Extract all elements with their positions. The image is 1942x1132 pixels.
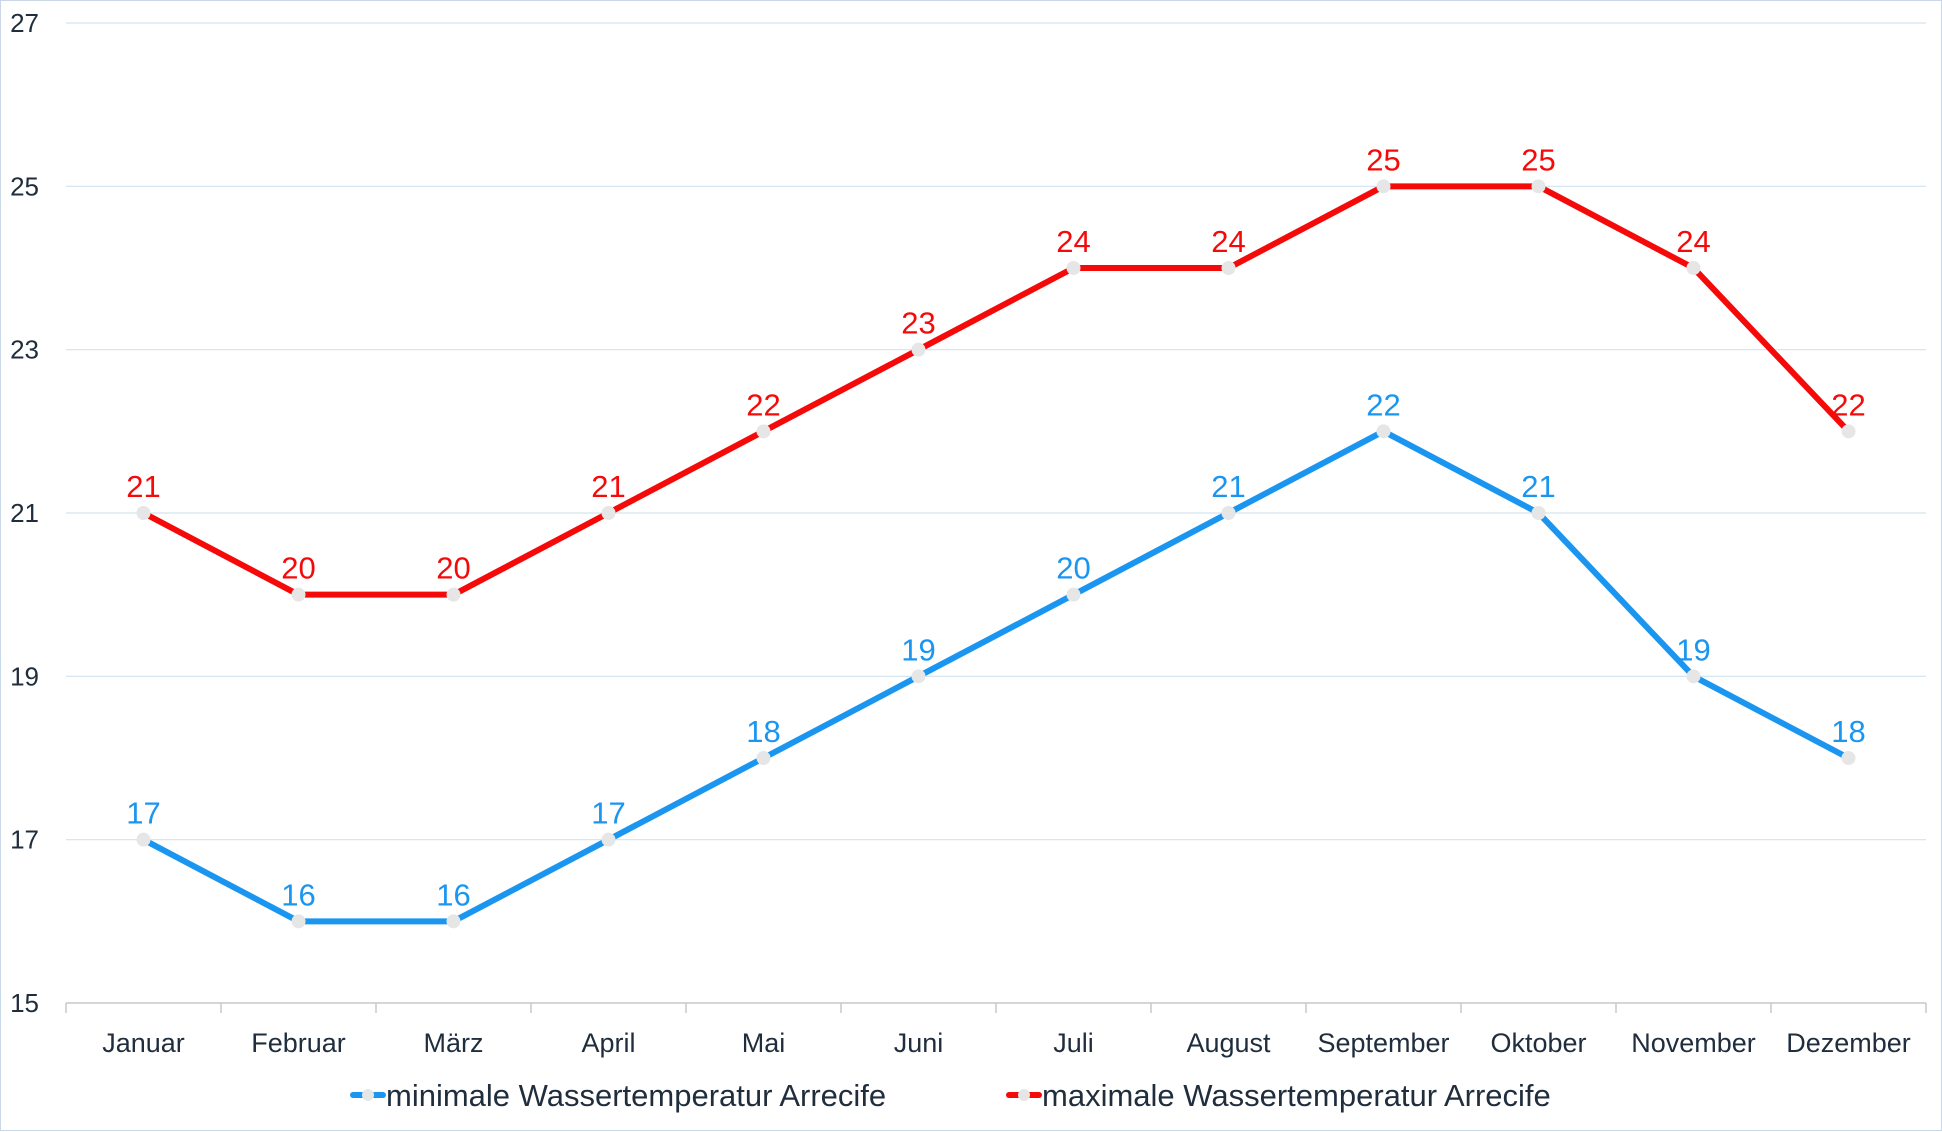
data-point: [136, 506, 151, 520]
data-label: 24: [1211, 224, 1245, 259]
y-tick-label: 19: [10, 661, 39, 691]
data-point: [756, 751, 771, 765]
data-point: [136, 832, 151, 847]
data-labels: 17 16 16 17 18 19 20 21 22 21 19 18 21 20 20 21 22 23 24 24…: [126, 142, 1865, 912]
data-point: [1066, 587, 1081, 602]
data-point: [601, 506, 616, 520]
data-point: [291, 914, 306, 929]
data-label: 18: [746, 714, 780, 749]
data-point: [911, 342, 926, 357]
data-label: 20: [1056, 551, 1090, 586]
data-label: 20: [436, 551, 470, 586]
gridlines: [66, 22, 1926, 841]
data-label: 20: [281, 551, 315, 586]
data-label: 18: [1831, 714, 1865, 749]
data-label: 21: [1521, 469, 1555, 504]
x-tick-label: Mai: [742, 1028, 786, 1058]
data-label: 21: [1211, 469, 1245, 504]
data-label: 24: [1676, 224, 1710, 259]
data-point: [1841, 424, 1856, 439]
data-point: [1221, 261, 1236, 275]
x-tick-label: September: [1317, 1028, 1449, 1058]
legend-label: minimale Wassertemperatur Arrecife: [386, 1078, 886, 1113]
data-label: 16: [281, 877, 315, 912]
x-tick-label: Juli: [1053, 1028, 1094, 1058]
data-point: [1531, 179, 1546, 194]
x-axis: Januar Februar März April Mai Juni Juli August S…: [65, 1002, 1927, 1058]
legend-swatch-marker: [362, 1089, 374, 1101]
y-tick-label: 15: [10, 988, 39, 1018]
data-label: 22: [746, 387, 780, 422]
y-tick-label: 27: [10, 8, 39, 38]
x-tick-label: August: [1186, 1028, 1271, 1058]
data-label: 17: [126, 796, 160, 831]
data-label: 19: [901, 632, 935, 667]
data-point: [1066, 261, 1081, 275]
y-tick-label: 23: [10, 335, 39, 365]
x-tick-label: Juni: [894, 1028, 944, 1058]
data-label: 22: [1831, 387, 1865, 422]
x-tick-label: April: [581, 1028, 635, 1058]
data-point: [446, 914, 461, 929]
x-tick-label: Oktober: [1490, 1028, 1586, 1058]
y-tick-label: 25: [10, 171, 39, 201]
legend-label: maximale Wassertemperatur Arrecife: [1042, 1078, 1551, 1113]
x-tick-label: März: [424, 1028, 484, 1058]
data-label: 17: [591, 796, 625, 831]
series-line-max: [140, 183, 1852, 598]
data-point: [291, 587, 306, 602]
legend-swatch-marker: [1018, 1089, 1030, 1101]
data-label: 21: [591, 469, 625, 504]
data-point: [911, 669, 926, 684]
data-point: [756, 424, 771, 439]
legend: minimale Wassertemperatur Arrecife maxima…: [350, 1078, 1551, 1113]
data-label: 19: [1676, 632, 1710, 667]
data-point: [1221, 506, 1236, 520]
data-point: [1686, 261, 1701, 275]
data-label: 22: [1366, 387, 1400, 422]
data-label: 25: [1521, 142, 1555, 177]
data-point: [1531, 506, 1546, 520]
x-tick-label: Februar: [251, 1028, 346, 1058]
y-tick-label: 17: [10, 825, 39, 855]
series-lines: [136, 179, 1856, 929]
data-point: [446, 587, 461, 602]
data-label: 16: [436, 877, 470, 912]
data-label: 23: [901, 306, 935, 341]
y-tick-label: 21: [10, 498, 39, 528]
data-label: 25: [1366, 142, 1400, 177]
series-line-min: [140, 428, 1852, 925]
x-tick-label: November: [1631, 1028, 1756, 1058]
data-point: [1376, 179, 1391, 194]
x-tick-label: Dezember: [1786, 1028, 1911, 1058]
data-point: [1841, 751, 1856, 765]
y-axis: 15 17 19 21 23 25 27: [10, 8, 39, 1018]
data-label: 24: [1056, 224, 1090, 259]
data-label: 21: [126, 469, 160, 504]
data-point: [1686, 669, 1701, 684]
data-point: [1376, 424, 1391, 439]
data-point: [601, 832, 616, 847]
x-tick-label: Januar: [102, 1028, 185, 1058]
